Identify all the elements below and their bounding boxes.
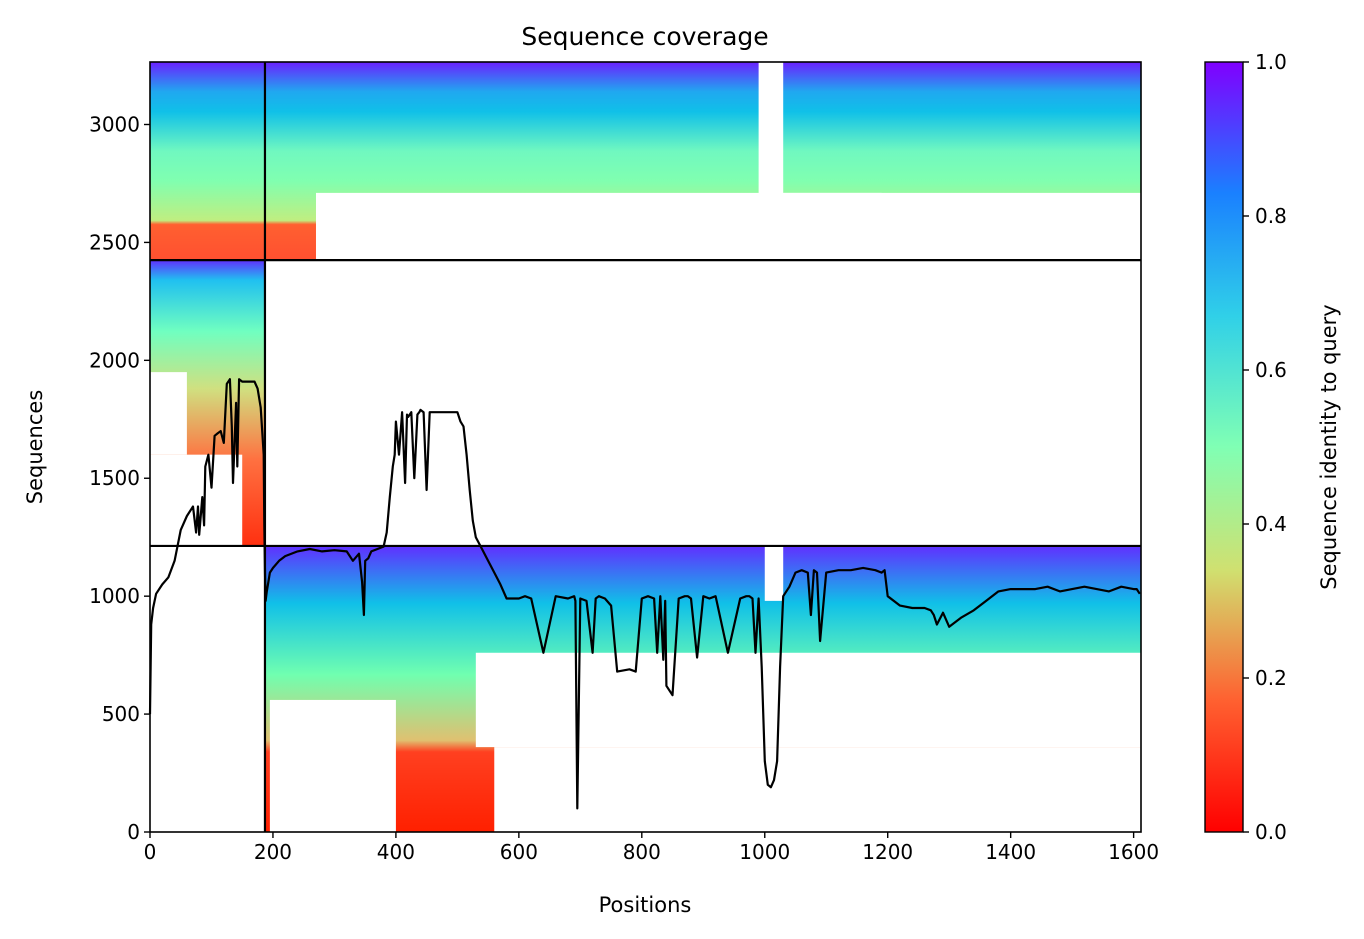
x-tick-label: 0 [144, 840, 157, 864]
y-tick-label: 500 [102, 702, 140, 726]
x-tick-label: 800 [623, 840, 661, 864]
chart-title: Sequence coverage [521, 22, 768, 51]
coverage-gap [764, 545, 784, 601]
x-tick-label: 400 [377, 840, 415, 864]
plot-frame [149, 61, 1142, 833]
x-tick-label: 200 [254, 840, 292, 864]
y-axis: 0 500 1000 1500 2000 2500 3000 [89, 112, 150, 844]
colorbar-label: Sequence identity to query [1317, 304, 1341, 589]
colorbar-tick-label: 1.0 [1255, 50, 1287, 74]
y-tick-label: 3000 [89, 112, 140, 136]
x-tick-label: 1200 [862, 840, 913, 864]
colorbar-tick-label: 0.6 [1255, 358, 1287, 382]
coverage-gap [783, 192, 882, 225]
coverage-gap [758, 62, 784, 261]
y-tick-label: 1500 [89, 466, 140, 490]
coverage-gap [269, 699, 396, 832]
colorbar-tick-label: 0.2 [1255, 666, 1287, 690]
y-tick-label: 1000 [89, 584, 140, 608]
colorbar: 0.0 0.2 0.4 0.6 0.8 1.0 Sequence identity to … [1204, 50, 1341, 844]
x-tick-label: 1000 [739, 840, 790, 864]
y-tick-label: 2500 [89, 230, 140, 254]
coverage-gap [475, 652, 1141, 748]
coverage-line-layer [148, 378, 1141, 810]
coverage-heatmap [150, 62, 1141, 832]
y-axis-label: Sequences [23, 390, 47, 505]
coverage-line [148, 378, 1141, 810]
colorbar-tick-label: 0.4 [1255, 512, 1287, 536]
x-tick-label: 600 [500, 840, 538, 864]
colorbar-ticks: 0.0 0.2 0.4 0.6 0.8 1.0 [1243, 50, 1287, 844]
x-axis: 0 200 400 600 800 1000 1200 1400 1600 [144, 832, 1159, 864]
x-tick-label: 1400 [985, 840, 1036, 864]
block-dividers [150, 62, 1141, 832]
colorbar-tick-label: 0.0 [1255, 820, 1287, 844]
coverage-gap [150, 372, 187, 455]
x-tick-label: 1600 [1108, 840, 1159, 864]
coverage-gap [494, 747, 1141, 832]
y-tick-label: 0 [127, 820, 140, 844]
colorbar-gradient [1204, 61, 1244, 833]
y-tick-label: 2000 [89, 348, 140, 372]
colorbar-tick-label: 0.8 [1255, 204, 1287, 228]
x-axis-label: Positions [599, 893, 692, 917]
coverage-gap [315, 192, 1141, 261]
